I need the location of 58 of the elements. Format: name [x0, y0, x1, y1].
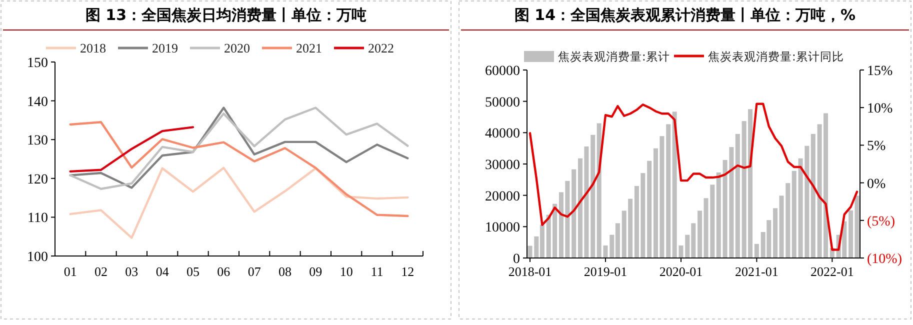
x-tick-label: 06	[217, 264, 231, 279]
line-series	[69, 126, 194, 173]
legend-label: 2018	[80, 40, 106, 56]
y2-tick-label: 15%	[867, 64, 893, 79]
legend-label: 2021	[296, 40, 322, 56]
x-tick-label: 2018-01	[508, 264, 552, 279]
y-tick-label: 150	[27, 56, 48, 71]
legend-label: 2022	[368, 40, 394, 56]
y-tick-label: 60000	[485, 64, 520, 79]
y-tick-label: 100	[27, 250, 48, 265]
line-series	[528, 102, 858, 251]
y-tick-label: 40000	[485, 126, 520, 142]
bar	[792, 170, 796, 258]
x-tick-label: 02	[94, 264, 108, 279]
y-tick-label: 140	[27, 94, 48, 110]
bar	[666, 124, 671, 258]
bar	[735, 134, 740, 258]
bar	[810, 134, 816, 258]
x-tick-label: 09	[309, 264, 322, 279]
x-tick-label: 2022-01	[810, 264, 854, 279]
legend-label: 2019	[152, 40, 178, 56]
line-series	[69, 166, 409, 239]
x-tick-label: 01	[64, 264, 77, 279]
x-tick-label: 2021-01	[735, 264, 778, 279]
bar	[716, 172, 721, 258]
y-tick-label: 10000	[485, 220, 520, 236]
x-tick-label: 10	[340, 264, 353, 279]
x-tick-label: 11	[370, 264, 384, 279]
y-tick-label: 130	[27, 134, 48, 149]
chart-title: 图 13：全国焦炭日均消费量丨单位：万吨	[85, 6, 367, 24]
x-tick-label: 2020-01	[659, 264, 703, 279]
bar	[754, 244, 759, 258]
y-tick-label: 120	[27, 172, 48, 188]
y-tick-label: 110	[28, 211, 48, 226]
y-tick-label: 50000	[485, 95, 520, 110]
x-tick-label: 05	[186, 264, 200, 279]
y-tick-label: 20000	[485, 189, 520, 204]
bar	[590, 134, 596, 258]
x-tick-label: 2019-01	[584, 264, 628, 279]
legend-label: 焦炭表观消费量:累计	[558, 50, 670, 64]
line-series	[69, 121, 409, 218]
x-tick-label: 07	[248, 264, 262, 279]
legend-label: 焦炭表观消费量:累计同比	[708, 50, 844, 64]
y2-tick-label: 0%	[867, 176, 886, 192]
chart-title: 图 14：全国焦炭表观累计消费量丨单位：万吨，%	[514, 6, 856, 24]
bar	[647, 160, 652, 258]
bar	[572, 169, 576, 258]
y2-tick-label: 10%	[867, 102, 893, 117]
y2-tick-label: 5%	[867, 139, 886, 154]
y-tick-label: 0	[513, 252, 520, 267]
x-tick-label: 03	[125, 264, 138, 279]
x-tick-label: 08	[278, 264, 292, 279]
x-tick-label: 12	[401, 264, 414, 279]
y2-tick-label: (5%)	[867, 214, 896, 230]
y2-tick-label: (10%)	[867, 252, 902, 267]
y-tick-label: 30000	[485, 158, 520, 173]
legend-label: 2020	[224, 40, 250, 56]
x-tick-label: 04	[156, 264, 170, 279]
